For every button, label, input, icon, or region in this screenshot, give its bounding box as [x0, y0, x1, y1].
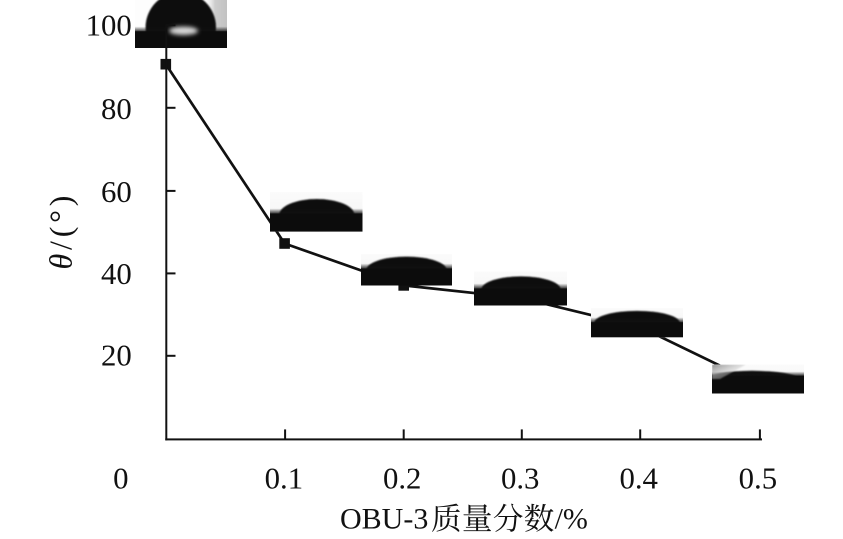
- svg-text:0.1: 0.1: [265, 462, 304, 496]
- svg-text:60: 60: [101, 175, 132, 209]
- svg-text:100: 100: [86, 9, 132, 43]
- svg-text:80: 80: [101, 92, 132, 126]
- svg-text:20: 20: [101, 339, 132, 373]
- svg-text:0.2: 0.2: [383, 462, 422, 496]
- svg-text:0.5: 0.5: [739, 462, 778, 496]
- svg-text:/%: /%: [555, 503, 588, 536]
- svg-text:OBU-3: OBU-3: [340, 503, 428, 536]
- svg-text:0.4: 0.4: [619, 462, 658, 496]
- svg-text:0.3: 0.3: [501, 462, 540, 496]
- svg-text:θ/(°): θ/(°): [43, 192, 79, 270]
- svg-text:40: 40: [101, 257, 132, 291]
- svg-text:0: 0: [113, 462, 128, 496]
